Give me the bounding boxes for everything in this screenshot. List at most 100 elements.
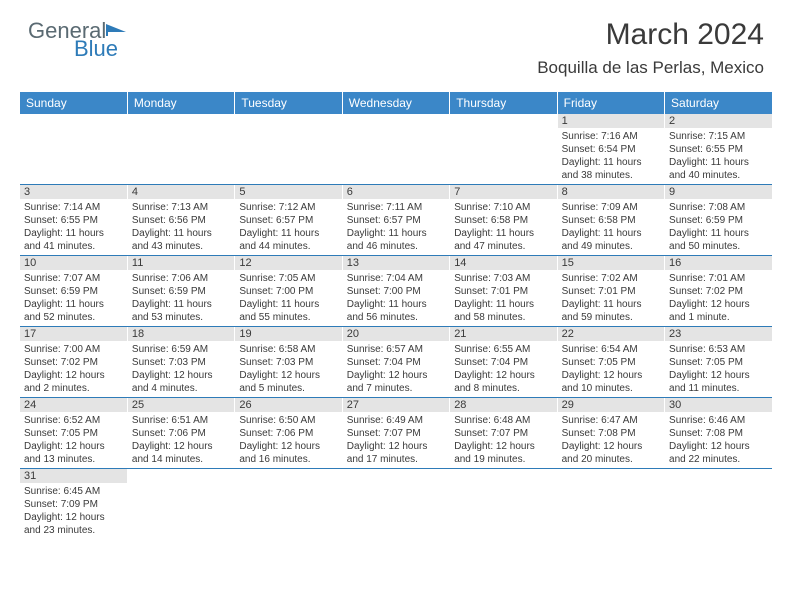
- daycontent-empty: [450, 128, 556, 180]
- daynum-empty: [235, 114, 341, 128]
- daynum-empty: [343, 114, 449, 128]
- calendar-cell: [127, 114, 234, 185]
- day-number: 16: [665, 256, 772, 270]
- calendar-cell: 8Sunrise: 7:09 AMSunset: 6:58 PMDaylight…: [557, 185, 664, 256]
- daycontent-empty: [665, 483, 772, 535]
- calendar-cell: [665, 469, 772, 540]
- day-number: 14: [450, 256, 556, 270]
- day-content: Sunrise: 6:47 AMSunset: 7:08 PMDaylight:…: [558, 412, 664, 468]
- day-number: 17: [20, 327, 127, 341]
- day-number: 22: [558, 327, 664, 341]
- calendar-cell: [20, 114, 127, 185]
- weekday-header: Thursday: [450, 92, 557, 114]
- calendar-cell: 25Sunrise: 6:51 AMSunset: 7:06 PMDayligh…: [127, 398, 234, 469]
- calendar-cell: [235, 469, 342, 540]
- calendar-cell: [342, 114, 449, 185]
- calendar-cell: 3Sunrise: 7:14 AMSunset: 6:55 PMDaylight…: [20, 185, 127, 256]
- day-content: Sunrise: 6:46 AMSunset: 7:08 PMDaylight:…: [665, 412, 772, 468]
- calendar-cell: 23Sunrise: 6:53 AMSunset: 7:05 PMDayligh…: [665, 327, 772, 398]
- calendar-table: SundayMondayTuesdayWednesdayThursdayFrid…: [20, 92, 772, 539]
- calendar-cell: 29Sunrise: 6:47 AMSunset: 7:08 PMDayligh…: [557, 398, 664, 469]
- weekday-header: Friday: [557, 92, 664, 114]
- day-content: Sunrise: 6:51 AMSunset: 7:06 PMDaylight:…: [128, 412, 234, 468]
- day-number: 3: [20, 185, 127, 199]
- daynum-empty: [235, 469, 341, 483]
- day-number: 1: [558, 114, 664, 128]
- day-number: 4: [128, 185, 234, 199]
- daycontent-empty: [450, 483, 556, 535]
- calendar-week-row: 17Sunrise: 7:00 AMSunset: 7:02 PMDayligh…: [20, 327, 772, 398]
- calendar-cell: 1Sunrise: 7:16 AMSunset: 6:54 PMDaylight…: [557, 114, 664, 185]
- day-number: 13: [343, 256, 449, 270]
- calendar-cell: [450, 114, 557, 185]
- calendar-cell: 18Sunrise: 6:59 AMSunset: 7:03 PMDayligh…: [127, 327, 234, 398]
- calendar-cell: 13Sunrise: 7:04 AMSunset: 7:00 PMDayligh…: [342, 256, 449, 327]
- day-content: Sunrise: 7:06 AMSunset: 6:59 PMDaylight:…: [128, 270, 234, 326]
- daynum-empty: [128, 469, 234, 483]
- day-content: Sunrise: 6:52 AMSunset: 7:05 PMDaylight:…: [20, 412, 127, 468]
- daynum-empty: [343, 469, 449, 483]
- calendar-cell: 22Sunrise: 6:54 AMSunset: 7:05 PMDayligh…: [557, 327, 664, 398]
- day-content: Sunrise: 7:16 AMSunset: 6:54 PMDaylight:…: [558, 128, 664, 184]
- calendar-cell: 21Sunrise: 6:55 AMSunset: 7:04 PMDayligh…: [450, 327, 557, 398]
- weekday-header: Wednesday: [342, 92, 449, 114]
- calendar-week-row: 10Sunrise: 7:07 AMSunset: 6:59 PMDayligh…: [20, 256, 772, 327]
- day-content: Sunrise: 6:59 AMSunset: 7:03 PMDaylight:…: [128, 341, 234, 397]
- calendar-week-row: 3Sunrise: 7:14 AMSunset: 6:55 PMDaylight…: [20, 185, 772, 256]
- day-number: 10: [20, 256, 127, 270]
- day-content: Sunrise: 6:49 AMSunset: 7:07 PMDaylight:…: [343, 412, 449, 468]
- day-number: 15: [558, 256, 664, 270]
- day-number: 26: [235, 398, 341, 412]
- calendar-cell: 14Sunrise: 7:03 AMSunset: 7:01 PMDayligh…: [450, 256, 557, 327]
- day-number: 31: [20, 469, 127, 483]
- calendar-cell: 17Sunrise: 7:00 AMSunset: 7:02 PMDayligh…: [20, 327, 127, 398]
- day-number: 29: [558, 398, 664, 412]
- calendar-header-row: SundayMondayTuesdayWednesdayThursdayFrid…: [20, 92, 772, 114]
- day-content: Sunrise: 7:09 AMSunset: 6:58 PMDaylight:…: [558, 199, 664, 255]
- calendar-cell: 27Sunrise: 6:49 AMSunset: 7:07 PMDayligh…: [342, 398, 449, 469]
- day-content: Sunrise: 7:12 AMSunset: 6:57 PMDaylight:…: [235, 199, 341, 255]
- day-number: 12: [235, 256, 341, 270]
- weekday-header: Saturday: [665, 92, 772, 114]
- calendar-cell: 28Sunrise: 6:48 AMSunset: 7:07 PMDayligh…: [450, 398, 557, 469]
- calendar-cell: 2Sunrise: 7:15 AMSunset: 6:55 PMDaylight…: [665, 114, 772, 185]
- day-content: Sunrise: 7:11 AMSunset: 6:57 PMDaylight:…: [343, 199, 449, 255]
- day-content: Sunrise: 6:54 AMSunset: 7:05 PMDaylight:…: [558, 341, 664, 397]
- calendar-cell: 30Sunrise: 6:46 AMSunset: 7:08 PMDayligh…: [665, 398, 772, 469]
- weekday-header: Tuesday: [235, 92, 342, 114]
- day-content: Sunrise: 6:55 AMSunset: 7:04 PMDaylight:…: [450, 341, 556, 397]
- logo: General Blue: [28, 18, 148, 62]
- daynum-empty: [20, 114, 127, 128]
- day-number: 11: [128, 256, 234, 270]
- day-content: Sunrise: 7:03 AMSunset: 7:01 PMDaylight:…: [450, 270, 556, 326]
- day-number: 6: [343, 185, 449, 199]
- calendar-cell: 19Sunrise: 6:58 AMSunset: 7:03 PMDayligh…: [235, 327, 342, 398]
- daynum-empty: [558, 469, 664, 483]
- header: General Blue March 2024 Boquilla de las …: [0, 0, 792, 82]
- page-title: March 2024: [537, 18, 764, 52]
- daynum-empty: [450, 469, 556, 483]
- day-content: Sunrise: 6:45 AMSunset: 7:09 PMDaylight:…: [20, 483, 127, 539]
- day-content: Sunrise: 7:01 AMSunset: 7:02 PMDaylight:…: [665, 270, 772, 326]
- day-content: Sunrise: 6:58 AMSunset: 7:03 PMDaylight:…: [235, 341, 341, 397]
- calendar-cell: 7Sunrise: 7:10 AMSunset: 6:58 PMDaylight…: [450, 185, 557, 256]
- day-content: Sunrise: 7:10 AMSunset: 6:58 PMDaylight:…: [450, 199, 556, 255]
- location-label: Boquilla de las Perlas, Mexico: [537, 58, 764, 78]
- daycontent-empty: [20, 128, 127, 180]
- calendar-cell: [342, 469, 449, 540]
- daycontent-empty: [235, 128, 341, 180]
- calendar-cell: [127, 469, 234, 540]
- day-number: 24: [20, 398, 127, 412]
- day-number: 2: [665, 114, 772, 128]
- daycontent-empty: [558, 483, 664, 535]
- daynum-empty: [665, 469, 772, 483]
- calendar-cell: 5Sunrise: 7:12 AMSunset: 6:57 PMDaylight…: [235, 185, 342, 256]
- calendar-cell: 12Sunrise: 7:05 AMSunset: 7:00 PMDayligh…: [235, 256, 342, 327]
- day-content: Sunrise: 7:04 AMSunset: 7:00 PMDaylight:…: [343, 270, 449, 326]
- day-content: Sunrise: 7:13 AMSunset: 6:56 PMDaylight:…: [128, 199, 234, 255]
- weekday-header: Sunday: [20, 92, 127, 114]
- calendar-cell: 11Sunrise: 7:06 AMSunset: 6:59 PMDayligh…: [127, 256, 234, 327]
- weekday-header: Monday: [127, 92, 234, 114]
- daycontent-empty: [343, 128, 449, 180]
- daynum-empty: [128, 114, 234, 128]
